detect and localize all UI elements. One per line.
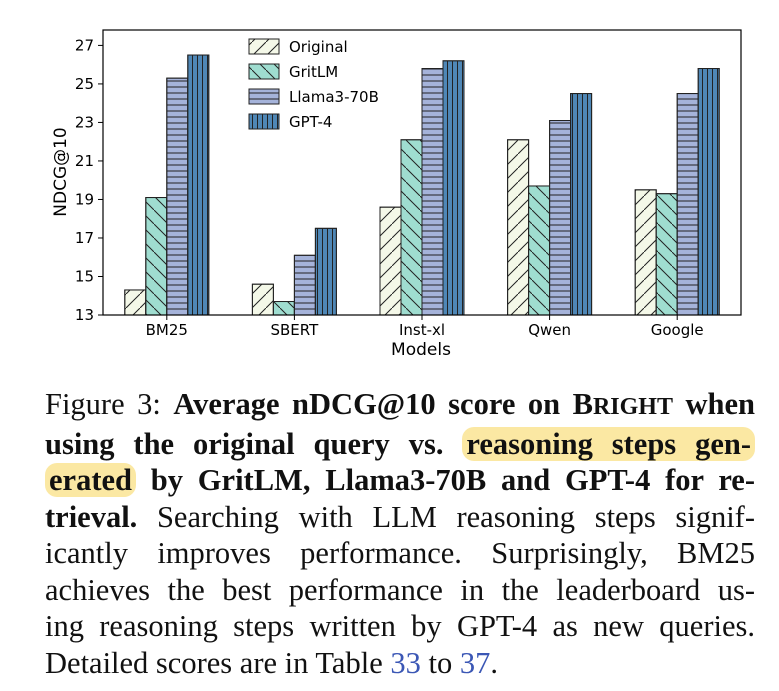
bright-rest: RIGHT — [592, 394, 673, 420]
bar-sbert-gpt-4-hatch — [314, 227, 337, 316]
bar-inst-xl-llama3-70b-hatch — [421, 68, 444, 316]
caption-line-5: icantly improves performance. Surprising… — [45, 536, 755, 570]
caption-body-6: to — [420, 645, 460, 680]
legend-label-original: Original — [289, 38, 348, 56]
x-axis-label: Models — [391, 340, 451, 360]
caption-bold-2b: using the original query vs. — [45, 426, 463, 461]
caption-bold-4: trieval. — [45, 499, 138, 534]
caption-line-7: ing reasoning steps written by GPT-4 as … — [45, 609, 755, 643]
bars-layer — [124, 54, 720, 316]
y-axis: 13 15 17 19 21 23 25 27 — [75, 36, 103, 324]
bar-bm25-original-hatch — [124, 289, 147, 316]
bar-qwen-gpt-4-hatch — [570, 93, 593, 316]
x-axis: BM25 SBERT Inst-xl Qwen Google — [146, 315, 704, 339]
legend-swatch-hatch-llama3-70b — [248, 88, 280, 105]
figure-caption: Figure 3: Average nDCG@10 score on BRIGH… — [45, 386, 755, 681]
bar-sbert-original-hatch — [251, 283, 274, 316]
legend-label-gpt-4: GPT-4 — [289, 113, 332, 131]
table-ref-33[interactable]: 33 — [390, 645, 421, 680]
legend-label-llama3-70b: Llama3-70B — [289, 88, 379, 106]
x-tick-label: Inst-xl — [399, 321, 445, 339]
bar-chart: 13 15 17 19 21 23 25 27 BM25 SBERT Inst-xl Qwen Goo… — [51, 29, 742, 360]
legend: Original GritLM Llama3-70B GPT-4 — [248, 38, 379, 131]
caption-line-4: trieval. Searching with LLM reasoning st… — [45, 499, 755, 536]
x-tick-label: Qwen — [528, 321, 571, 339]
y-tick-label: 15 — [75, 267, 94, 285]
legend-label-gritlm: GritLM — [289, 63, 338, 81]
bar-google-llama3-70b-hatch — [676, 93, 699, 316]
bar-bm25-llama3-70b-hatch — [166, 77, 189, 316]
x-tick-label: SBERT — [271, 321, 320, 339]
y-tick-label: 17 — [75, 229, 94, 247]
bar-bm25-gritlm-hatch — [145, 197, 168, 316]
bar-google-gpt-4-hatch — [697, 68, 720, 316]
bar-sbert-gritlm-hatch — [272, 301, 295, 316]
x-tick-label: BM25 — [146, 321, 188, 339]
caption-bold-2a: when — [672, 387, 756, 421]
caption-body-7: . — [490, 645, 498, 680]
y-tick-label: 23 — [75, 113, 94, 131]
y-tick-label: 13 — [75, 306, 94, 324]
caption-line-3: erated by GritLM, Llama3-70B and GPT-4 f… — [45, 462, 755, 499]
bar-sbert-llama3-70b-hatch — [293, 254, 316, 316]
caption-bold-1: Average nDCG@10 score on — [173, 387, 573, 421]
caption-prefix: Figure 3: — [45, 387, 174, 421]
x-tick-label: Google — [651, 321, 704, 339]
bar-qwen-llama3-70b-hatch — [549, 120, 572, 316]
bar-google-original-hatch — [634, 189, 657, 316]
bar-inst-xl-gritlm-hatch — [400, 139, 423, 316]
table-ref-37[interactable]: 37 — [459, 645, 491, 680]
bright-name: BRIGHT — [573, 387, 673, 421]
bar-google-gritlm-hatch — [655, 193, 678, 316]
caption-line-6: achieves the best performance in the lea… — [45, 572, 755, 607]
bar-qwen-original-hatch — [507, 139, 530, 316]
caption-line-8: Detailed scores are in Table 33 to 37. — [45, 645, 755, 682]
bar-inst-xl-original-hatch — [379, 206, 402, 316]
legend-swatch-hatch-original — [248, 38, 280, 55]
bar-inst-xl-gpt-4-hatch — [442, 60, 465, 316]
caption-body-5: Detailed scores are in Table — [45, 645, 391, 680]
caption-highlight-1: reasoning steps gen- — [462, 426, 755, 461]
bar-bm25-gpt-4-hatch — [187, 54, 210, 316]
y-axis-label: NDCG@10 — [51, 127, 71, 216]
caption-line-2: using the original query vs. reasoning s… — [45, 426, 755, 463]
bar-qwen-gritlm-hatch — [528, 185, 551, 316]
bright-initial: B — [572, 387, 593, 421]
caption-bold-3: by GritLM, Llama3-70B and GPT-4 for re- — [135, 463, 755, 497]
legend-swatch-hatch-gritlm — [248, 63, 280, 80]
caption-body-1: Searching with LLM reasoning steps signi… — [137, 499, 755, 534]
y-tick-label: 25 — [75, 75, 94, 93]
caption-line-1: Figure 3: Average nDCG@10 score on BRIGH… — [45, 386, 755, 426]
y-tick-label: 19 — [75, 190, 94, 208]
y-tick-label: 27 — [75, 36, 94, 54]
caption-highlight-2: erated — [45, 463, 136, 497]
legend-swatch-hatch-gpt-4 — [248, 113, 280, 130]
y-tick-label: 21 — [75, 152, 94, 170]
